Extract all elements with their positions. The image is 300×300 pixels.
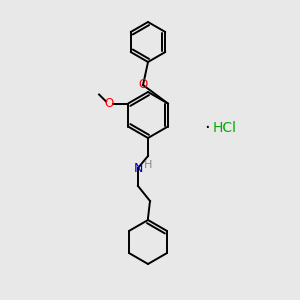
Text: O: O (104, 97, 114, 110)
Text: HCl: HCl (213, 121, 237, 135)
Text: ·: · (204, 119, 210, 137)
Text: N: N (133, 161, 143, 175)
Text: O: O (138, 79, 148, 92)
Text: H: H (144, 160, 152, 170)
